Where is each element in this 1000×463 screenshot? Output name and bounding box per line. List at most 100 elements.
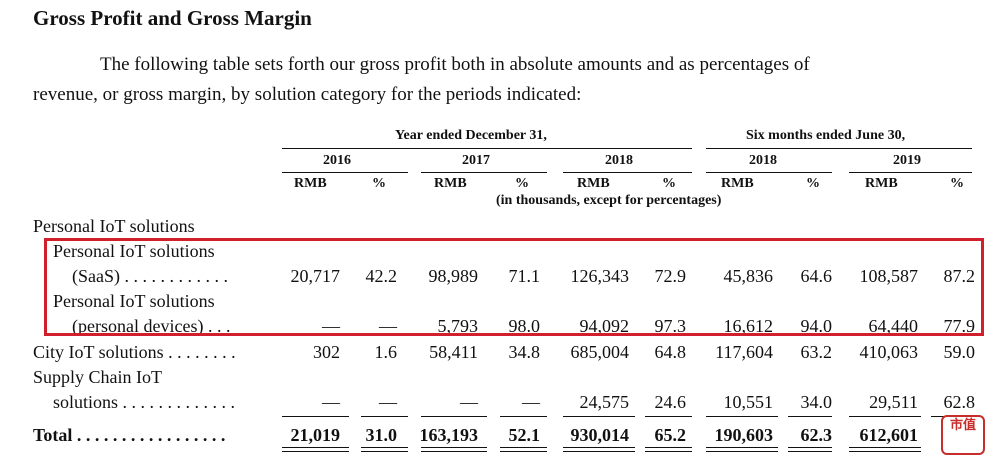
total-double-rule [500, 447, 547, 452]
total-double-rule [788, 447, 832, 452]
table-cell: 59.0 [943, 342, 976, 362]
col-header-pct: % [372, 176, 386, 191]
subtotal-rule [361, 416, 408, 417]
row-label-devices-2: (personal devices) . . . [72, 316, 231, 336]
subtotal-rule [706, 416, 778, 417]
subtotal-rule [788, 416, 832, 417]
highlight-box [44, 238, 984, 336]
total-double-rule [282, 447, 349, 452]
col-header-rmb: RMB [721, 176, 754, 191]
table-cell: 62.3 [800, 425, 833, 445]
units-note: (in thousands, except for percentages) [496, 193, 722, 208]
table-cell: 62.8 [943, 392, 976, 412]
row-label-city: City IoT solutions . . . . . . . . [33, 342, 236, 362]
table-cell: 930,014 [570, 425, 630, 445]
table-cell: 34.0 [800, 392, 833, 412]
year-header-2019-six-months: 2019 [893, 153, 921, 168]
table-cell: 97.3 [654, 316, 687, 336]
table-cell: 5,793 [437, 316, 479, 336]
table-cell: — [460, 392, 478, 412]
table-cell: 10,551 [723, 392, 774, 412]
table-cell: 45,836 [723, 266, 774, 286]
table-cell: 1.6 [374, 342, 398, 362]
section-heading: Gross Profit and Gross Margin [33, 6, 312, 30]
subtotal-rule [500, 416, 547, 417]
table-cell: 108,587 [859, 266, 919, 286]
year-header-2017: 2017 [462, 153, 490, 168]
table-cell: 24.6 [654, 392, 687, 412]
rule-2019-six-months [849, 172, 972, 173]
total-double-rule [361, 447, 408, 452]
table-cell: 410,063 [859, 342, 919, 362]
row-label-total: Total . . . . . . . . . . . . . . . . . [33, 425, 226, 445]
table-cell: 65.2 [654, 425, 687, 445]
watermark-logo: 市值 [941, 415, 985, 455]
total-double-rule [645, 447, 692, 452]
table-cell: 52.1 [508, 425, 541, 445]
table-cell: 63.2 [800, 342, 833, 362]
subtotal-rule [563, 416, 635, 417]
table-cell: 685,004 [570, 342, 630, 362]
period-group-six-months: Six months ended June 30, [746, 128, 906, 143]
table-cell: 94.0 [800, 316, 833, 336]
table-cell: 163,193 [419, 425, 479, 445]
total-double-rule [563, 447, 635, 452]
table-cell: 190,603 [714, 425, 774, 445]
table-cell: 42.2 [365, 266, 398, 286]
table-cell: 87.2 [943, 266, 976, 286]
col-header-rmb: RMB [434, 176, 467, 191]
row-label-supply-chain-2: solutions . . . . . . . . . . . . . [53, 392, 236, 412]
table-cell: — [322, 392, 340, 412]
table-cell: 71.1 [508, 266, 541, 286]
col-header-pct: % [515, 176, 529, 191]
table-cell: 24,575 [579, 392, 630, 412]
rule-six-month-group [706, 148, 972, 149]
table-cell: — [379, 316, 397, 336]
table-cell: 16,612 [723, 316, 774, 336]
subtotal-rule [849, 416, 921, 417]
col-header-pct: % [806, 176, 820, 191]
subtotal-rule [645, 416, 692, 417]
rule-2018 [563, 172, 692, 173]
table-cell: 64.8 [654, 342, 687, 362]
table-cell: 94,092 [579, 316, 630, 336]
table-cell: 126,343 [570, 266, 630, 286]
col-header-pct: % [950, 176, 964, 191]
table-cell: 64.6 [800, 266, 833, 286]
total-double-rule [421, 447, 487, 452]
row-label-saas-1: Personal IoT solutions [53, 241, 215, 261]
table-cell: 58,411 [429, 342, 478, 362]
rule-2018-six-months [706, 172, 832, 173]
col-header-rmb: RMB [294, 176, 327, 191]
table-cell: — [379, 392, 397, 412]
table-cell: 612,601 [859, 425, 919, 445]
table-cell: — [522, 392, 540, 412]
rule-2016 [282, 172, 408, 173]
rule-2017 [421, 172, 547, 173]
intro-line-2: revenue, or gross margin, by solution ca… [33, 84, 582, 105]
table-cell: 20,717 [290, 266, 341, 286]
table-cell: 72.9 [654, 266, 687, 286]
table-cell: 302 [313, 342, 340, 362]
table-cell: 117,604 [715, 342, 773, 362]
row-label-saas-2: (SaaS) . . . . . . . . . . . . [72, 266, 228, 286]
total-double-rule [706, 447, 778, 452]
year-header-2018: 2018 [605, 153, 633, 168]
row-label-devices-1: Personal IoT solutions [53, 291, 215, 311]
table-cell: 98.0 [508, 316, 541, 336]
table-cell: 31.0 [365, 425, 398, 445]
table-cell: 77.9 [943, 316, 976, 336]
period-group-year-ended: Year ended December 31, [395, 128, 547, 143]
col-header-rmb: RMB [865, 176, 898, 191]
row-label-supply-chain-1: Supply Chain IoT [33, 367, 162, 387]
table-cell: 29,511 [869, 392, 918, 412]
subtotal-rule [282, 416, 349, 417]
year-header-2016: 2016 [323, 153, 351, 168]
table-cell: 21,019 [290, 425, 341, 445]
table-cell: 64,440 [868, 316, 919, 336]
col-header-pct: % [662, 176, 676, 191]
table-cell: 34.8 [508, 342, 541, 362]
subtotal-rule [421, 416, 487, 417]
rule-year-group [282, 148, 692, 149]
total-double-rule [849, 447, 921, 452]
